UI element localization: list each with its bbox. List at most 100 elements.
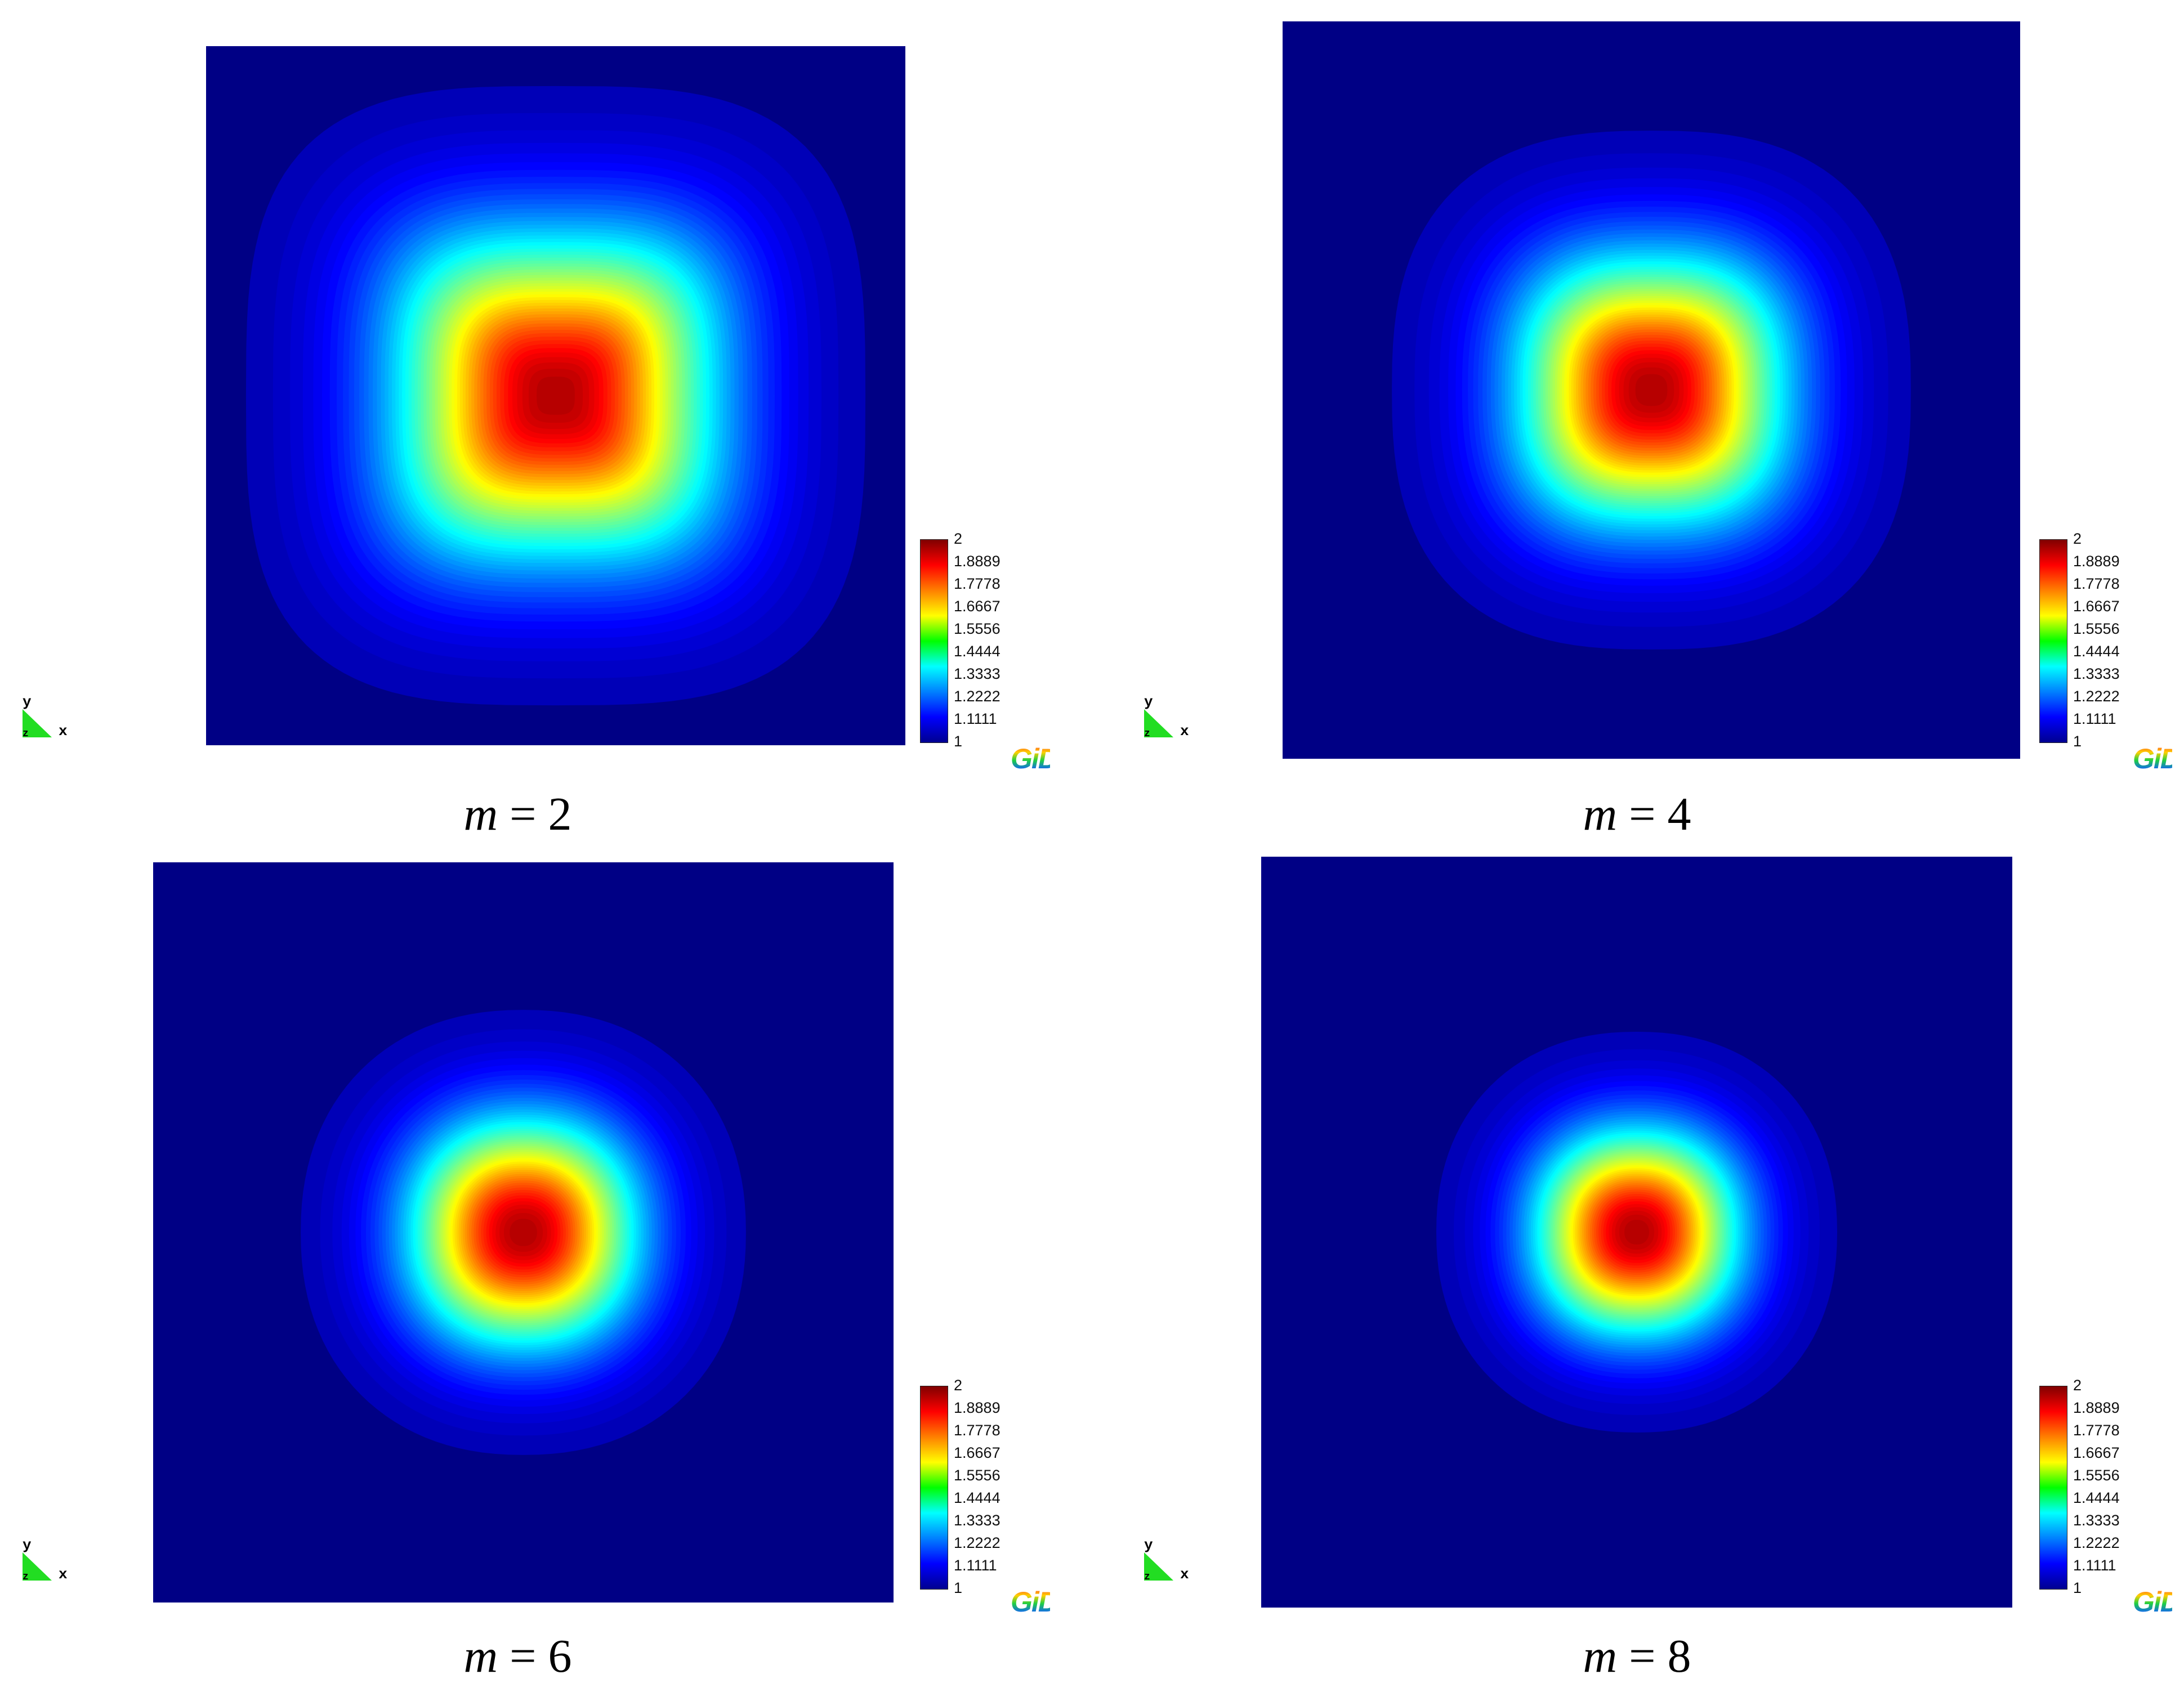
axis-x-label: x [1180, 723, 1189, 740]
legend-tick-label: 1.4444 [2073, 643, 2120, 660]
axis-x-label: x [59, 1566, 68, 1583]
legend-tick-label: 1.1111 [954, 710, 997, 727]
legend-color-bar [2039, 539, 2067, 743]
legend-tick-label: 1.2222 [2073, 1534, 2120, 1551]
heatmap-plot [153, 862, 894, 1603]
gid-logo: GiD [1011, 743, 1058, 775]
axis-x-label: x [1180, 1566, 1189, 1583]
panel-m8: 2 1.8889 1.7778 1.6667 1.5556 1.4444 1.3333 1.2… [1119, 844, 2184, 1689]
legend-tick-label: 1.4444 [954, 1489, 1001, 1506]
contour-band [1624, 1220, 1649, 1245]
caption-variable: m [1583, 788, 1618, 840]
legend-tick-label: 1.5556 [954, 1467, 1001, 1484]
legend-tick-label: 1.7778 [2073, 1422, 2120, 1439]
legend-tick-label: 1.2222 [2073, 688, 2120, 705]
legend-tick-label: 1.3333 [954, 1512, 1001, 1529]
legend-tick-label: 1.8889 [2073, 1399, 2120, 1416]
legend-tick-label: 1.3333 [2073, 665, 2120, 682]
legend-color-bar [2039, 1386, 2067, 1590]
gid-logo: GiD [2133, 1586, 2181, 1618]
legend-tick-label: 1.6667 [2073, 1444, 2120, 1461]
legend-tick-label: 1.3333 [954, 665, 1001, 682]
heatmap-svg [206, 46, 905, 745]
color-legend: 2 1.8889 1.7778 1.6667 1.5556 1.4444 1.3333 1.2… [2039, 531, 2141, 750]
caption-equals: = [510, 1630, 537, 1682]
contour-band [537, 377, 575, 415]
legend-tick-label: 1 [2073, 733, 2082, 750]
axis-z-label: z [23, 1572, 29, 1583]
legend-tick-label: 1.5556 [954, 620, 1001, 637]
axis-y-label: y [23, 693, 32, 710]
legend-tick-label: 1.8889 [2073, 553, 2120, 570]
caption-value: 6 [548, 1630, 572, 1682]
legend-tick-label: 1.5556 [2073, 1467, 2120, 1484]
panel-m6: 2 1.8889 1.7778 1.6667 1.5556 1.4444 1.3333 1.2… [0, 844, 1092, 1689]
panel-caption: m = 6 [0, 1629, 1035, 1684]
legend-tick-label: 1.7778 [954, 1422, 1001, 1439]
axes-triad: y x z [1142, 1537, 1209, 1587]
legend-tick-label: 2 [954, 1377, 963, 1394]
legend-tick-label: 1.7778 [954, 575, 1001, 592]
legend-tick-label: 1.8889 [954, 553, 1001, 570]
legend-tick-label: 1.7778 [2073, 575, 2120, 592]
gid-logo: GiD [2133, 743, 2181, 775]
legend-tick-label: 1.6667 [954, 1444, 1001, 1461]
axis-y-label: y [23, 1537, 32, 1554]
heatmap-plot [1261, 857, 2012, 1608]
legend-tick-label: 2 [2073, 1377, 2082, 1394]
caption-value: 2 [548, 788, 572, 840]
axis-y-label: y [1144, 1537, 1153, 1554]
legend-tick-label: 1.8889 [954, 1399, 1001, 1416]
axes-triad: y x z [1142, 693, 1209, 744]
legend-tick-label: 1 [2073, 1579, 2082, 1596]
gid-logo: GiD [1011, 1586, 1058, 1618]
legend-tick-label: 1.4444 [2073, 1489, 2120, 1506]
heatmap-svg [1283, 21, 2020, 759]
panel-m4: 2 1.8889 1.7778 1.6667 1.5556 1.4444 1.3333 1.2… [1119, 0, 2184, 844]
heatmap-svg [1261, 857, 2012, 1608]
legend-tick-label: 2 [2073, 530, 2082, 547]
panel-m2: 2 1.8889 1.7778 1.6667 1.5556 1.4444 1.3333 1.2… [0, 0, 1092, 844]
axes-triad: y x z [20, 693, 88, 744]
panel-caption: m = 2 [0, 787, 1035, 841]
axis-x-label: x [59, 723, 68, 740]
heatmap-plot [1283, 21, 2020, 759]
legend-tick-label: 1.6667 [2073, 598, 2120, 615]
axes-triad: y x z [20, 1537, 88, 1587]
legend-tick-label: 1.5556 [2073, 620, 2120, 637]
heatmap-svg [153, 862, 894, 1603]
axis-z-label: z [1144, 728, 1150, 740]
axis-z-label: z [1144, 1572, 1150, 1583]
axis-z-label: z [23, 728, 29, 740]
axis-y-label: y [1144, 693, 1153, 710]
contour-band [1635, 374, 1668, 406]
caption-variable: m [463, 1630, 498, 1682]
axes-triangle-icon [23, 1552, 52, 1581]
contour-band [510, 1219, 537, 1246]
color-legend: 2 1.8889 1.7778 1.6667 1.5556 1.4444 1.3333 1.2… [920, 1377, 1021, 1596]
legend-tick-label: 2 [954, 530, 963, 547]
caption-value: 4 [1667, 788, 1691, 840]
legend-tick-label: 1.1111 [2073, 1557, 2116, 1574]
legend-tick-label: 1.2222 [954, 688, 1001, 705]
caption-value: 8 [1667, 1630, 1691, 1682]
color-legend: 2 1.8889 1.7778 1.6667 1.5556 1.4444 1.3333 1.2… [920, 531, 1021, 750]
legend-tick-label: 1.1111 [954, 1557, 997, 1574]
legend-color-bar [920, 1386, 948, 1590]
color-legend: 2 1.8889 1.7778 1.6667 1.5556 1.4444 1.3333 1.2… [2039, 1377, 2141, 1596]
legend-tick-label: 1.6667 [954, 598, 1001, 615]
legend-tick-label: 1 [954, 1579, 963, 1596]
panel-caption: m = 4 [1119, 787, 2155, 841]
caption-equals: = [1629, 788, 1656, 840]
caption-equals: = [1629, 1630, 1656, 1682]
legend-tick-label: 1 [954, 733, 963, 750]
axes-triangle-icon [23, 709, 52, 737]
axes-triangle-icon [1144, 709, 1173, 737]
heatmap-plot [206, 46, 905, 745]
legend-color-bar [920, 539, 948, 743]
caption-variable: m [1583, 1630, 1618, 1682]
legend-tick-label: 1.1111 [2073, 710, 2116, 727]
legend-tick-label: 1.3333 [2073, 1512, 2120, 1529]
panel-caption: m = 8 [1119, 1629, 2155, 1684]
axes-triangle-icon [1144, 1552, 1173, 1581]
